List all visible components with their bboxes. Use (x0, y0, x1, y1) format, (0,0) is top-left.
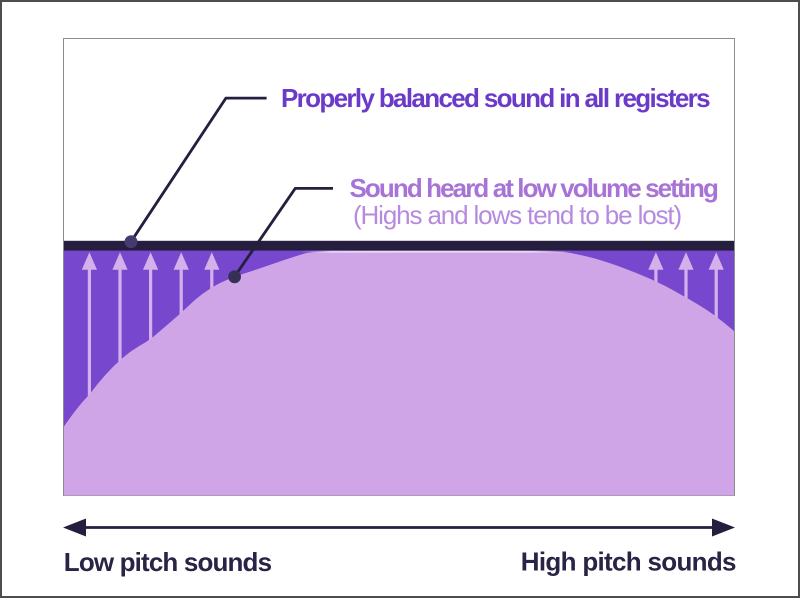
svg-text:Sound heard at low volume sett: Sound heard at low volume setting (350, 173, 718, 203)
svg-text:(Highs and lows tend to be los: (Highs and lows tend to be lost) (353, 200, 682, 230)
svg-text:High pitch sounds: High pitch sounds (521, 547, 736, 577)
svg-text:Low pitch sounds: Low pitch sounds (64, 547, 272, 577)
svg-text:Properly balanced sound in all: Properly balanced sound in all registers (281, 83, 710, 113)
